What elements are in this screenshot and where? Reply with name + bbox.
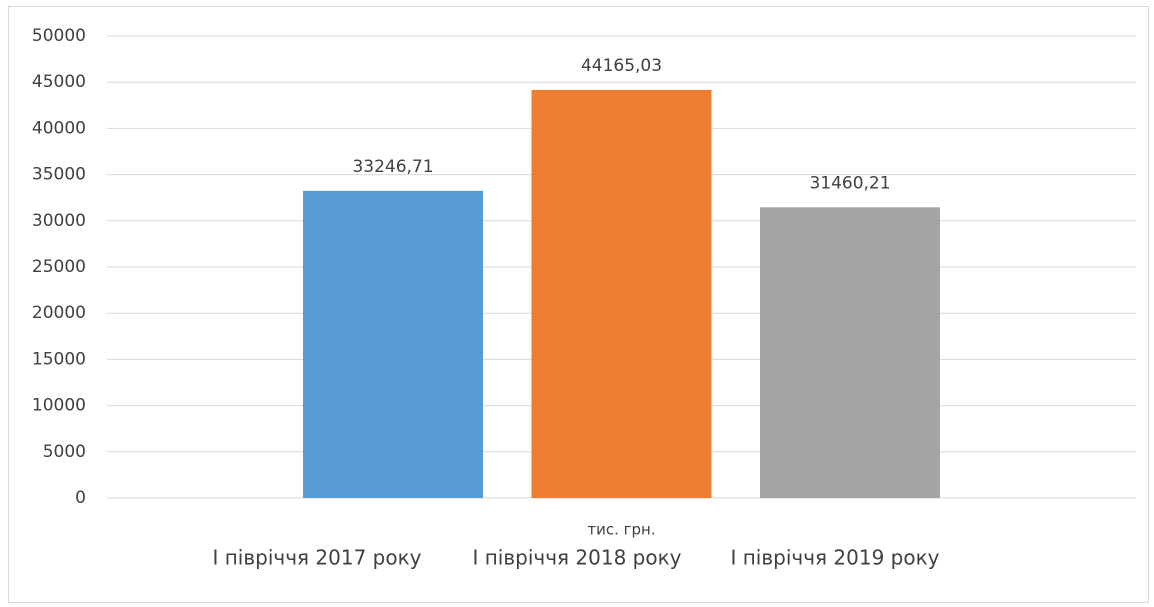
y-tick-label: 20000 <box>32 303 86 323</box>
y-tick-label: 40000 <box>32 118 86 138</box>
y-tick-label: 50000 <box>32 26 86 46</box>
bar <box>760 207 940 498</box>
y-tick-label: 35000 <box>32 165 86 185</box>
y-tick-label: 45000 <box>32 72 86 92</box>
y-tick-label: 10000 <box>32 396 86 416</box>
value-label: 31460,21 <box>809 173 890 193</box>
legend-label: I півріччя 2018 року <box>472 546 681 570</box>
y-tick-label: 25000 <box>32 257 86 277</box>
y-tick-label: 30000 <box>32 211 86 231</box>
bar <box>531 89 712 498</box>
legend-label: I півріччя 2017 року <box>212 546 421 570</box>
value-label: 44165,03 <box>581 56 662 76</box>
y-tick-label: 5000 <box>43 442 86 462</box>
bar <box>303 190 483 498</box>
x-tick-label: тис. грн. <box>587 521 655 539</box>
legend-label: I півріччя 2019 року <box>730 546 939 570</box>
y-tick-label: 15000 <box>32 349 86 369</box>
y-tick-label: 0 <box>75 488 86 508</box>
value-label: 33246,71 <box>352 157 433 177</box>
